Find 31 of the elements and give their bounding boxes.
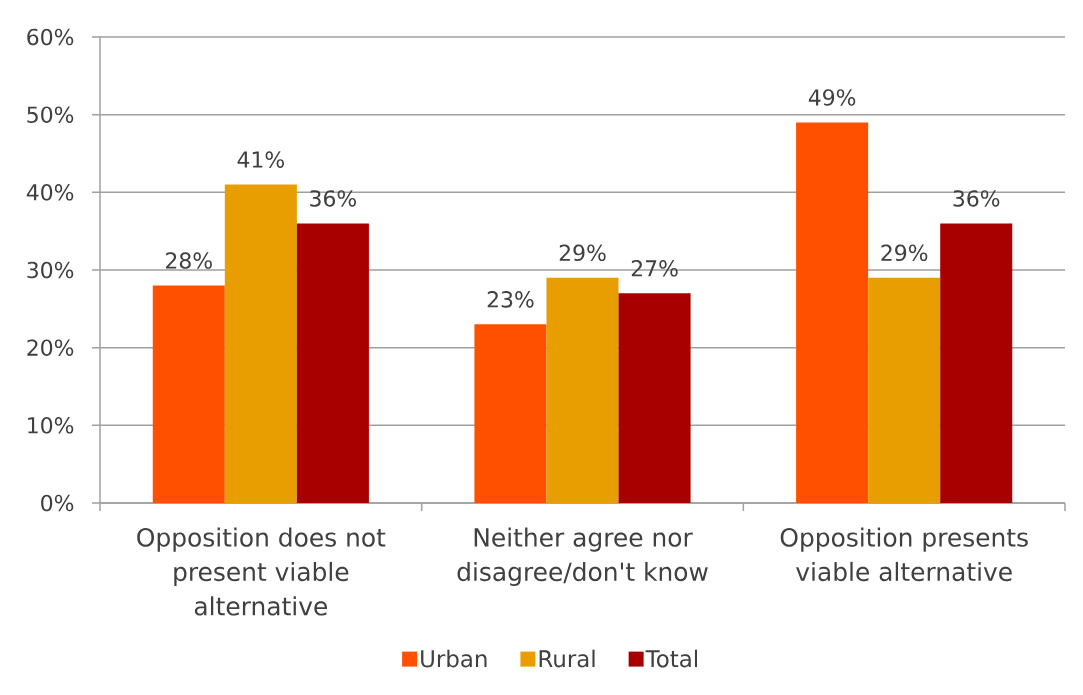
bar: [796, 122, 869, 503]
y-tick-label: 40%: [26, 184, 74, 201]
y-tick-label: 20%: [27, 339, 74, 356]
data-label: 36%: [310, 190, 357, 207]
data-label: 27%: [631, 260, 678, 277]
data-label: 23%: [487, 291, 534, 308]
y-tick-label: 10%: [28, 417, 74, 434]
y-tick-label: 30%: [27, 261, 74, 279]
data-label: 29%: [881, 244, 928, 262]
data-label: 41%: [237, 151, 284, 168]
y-tick-label: 50%: [27, 106, 74, 123]
data-label: 49%: [808, 89, 856, 106]
bar: [546, 277, 619, 503]
bar: [296, 223, 369, 503]
y-tick-label: 60%: [27, 28, 74, 46]
data-label: 29%: [559, 244, 606, 262]
bar: [868, 277, 941, 503]
data-label: 28%: [166, 252, 212, 269]
bar: [474, 324, 547, 503]
bar: [224, 184, 297, 503]
y-tick-label: 0%: [41, 494, 74, 512]
data-label: 36%: [953, 190, 1000, 207]
bar: [940, 223, 1013, 503]
legend-label: Total: [645, 649, 698, 668]
bar: [618, 293, 691, 503]
x-tick-label: Opposition presents viable alternative: [780, 527, 1028, 582]
x-tick-label: Neither agree nor disagree/don't know: [457, 527, 708, 586]
x-tick-label: Opposition does not present viable alternative: [137, 527, 386, 616]
bar: [152, 285, 225, 503]
legend-label: Rural: [539, 649, 595, 668]
legend-label: Urban: [421, 649, 487, 668]
